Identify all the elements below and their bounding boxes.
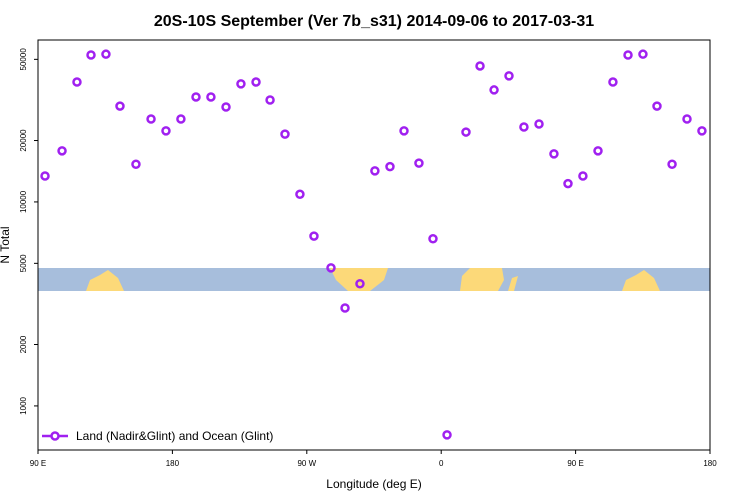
x-tick-label: 180: [703, 459, 717, 468]
y-tick-label: 20000: [19, 129, 28, 152]
point: [414, 158, 424, 168]
point: [295, 189, 305, 200]
point: [489, 85, 499, 95]
point: [623, 50, 633, 60]
point: [206, 92, 216, 102]
y-tick-label: 5000: [19, 254, 28, 272]
point: [461, 127, 471, 137]
point: [72, 77, 82, 87]
point: [326, 263, 336, 273]
point: [608, 77, 618, 87]
point: [176, 114, 186, 124]
point: [593, 146, 603, 156]
point: [638, 49, 648, 59]
point: [504, 71, 514, 81]
point: [340, 303, 350, 313]
plot-frame: [37, 39, 711, 451]
point: [563, 178, 573, 189]
point: [682, 114, 692, 124]
point: [697, 126, 707, 136]
point: [309, 231, 319, 241]
point: [265, 95, 275, 105]
point: [86, 50, 96, 60]
point: [370, 166, 380, 176]
chart-title: 20S-10S September (Ver 7b_s31) 2014-09-0…: [154, 13, 594, 30]
x-tick-label: 0: [439, 459, 444, 468]
point: [399, 126, 409, 136]
y-tick-label: 2000: [19, 335, 28, 353]
point: [146, 114, 156, 124]
point: [191, 92, 201, 102]
point: [475, 61, 485, 71]
x-tick-label: 90 E: [30, 459, 46, 468]
point: [131, 159, 141, 170]
point: [115, 101, 125, 111]
y-tick-label: 1000: [19, 396, 28, 414]
point: [101, 49, 111, 59]
point: [57, 146, 67, 156]
map-band: [38, 268, 710, 291]
x-tick-label: 180: [166, 459, 180, 468]
point: [161, 126, 171, 136]
point: [40, 171, 50, 181]
x-tick-label: 90 W: [297, 459, 316, 468]
point: [667, 159, 677, 170]
x-tick-label: 90 E: [567, 459, 583, 468]
point: [385, 161, 395, 172]
point: [280, 129, 290, 139]
legend-marker: [50, 431, 60, 441]
point: [578, 171, 588, 181]
point: [519, 122, 529, 132]
point: [236, 79, 246, 89]
y-axis-label: N Total: [0, 226, 12, 263]
point: [355, 279, 365, 289]
x-axis-label: Longitude (deg E): [326, 477, 421, 491]
point: [428, 233, 438, 244]
point: [652, 101, 662, 111]
y-tick-label: 50000: [19, 48, 28, 71]
point: [251, 77, 261, 87]
point: [534, 119, 544, 129]
point: [549, 149, 559, 159]
point: [221, 102, 231, 112]
legend-label: Land (Nadir&Glint) and Ocean (Glint): [76, 429, 273, 443]
point: [442, 430, 452, 440]
y-tick-label: 10000: [19, 190, 28, 213]
